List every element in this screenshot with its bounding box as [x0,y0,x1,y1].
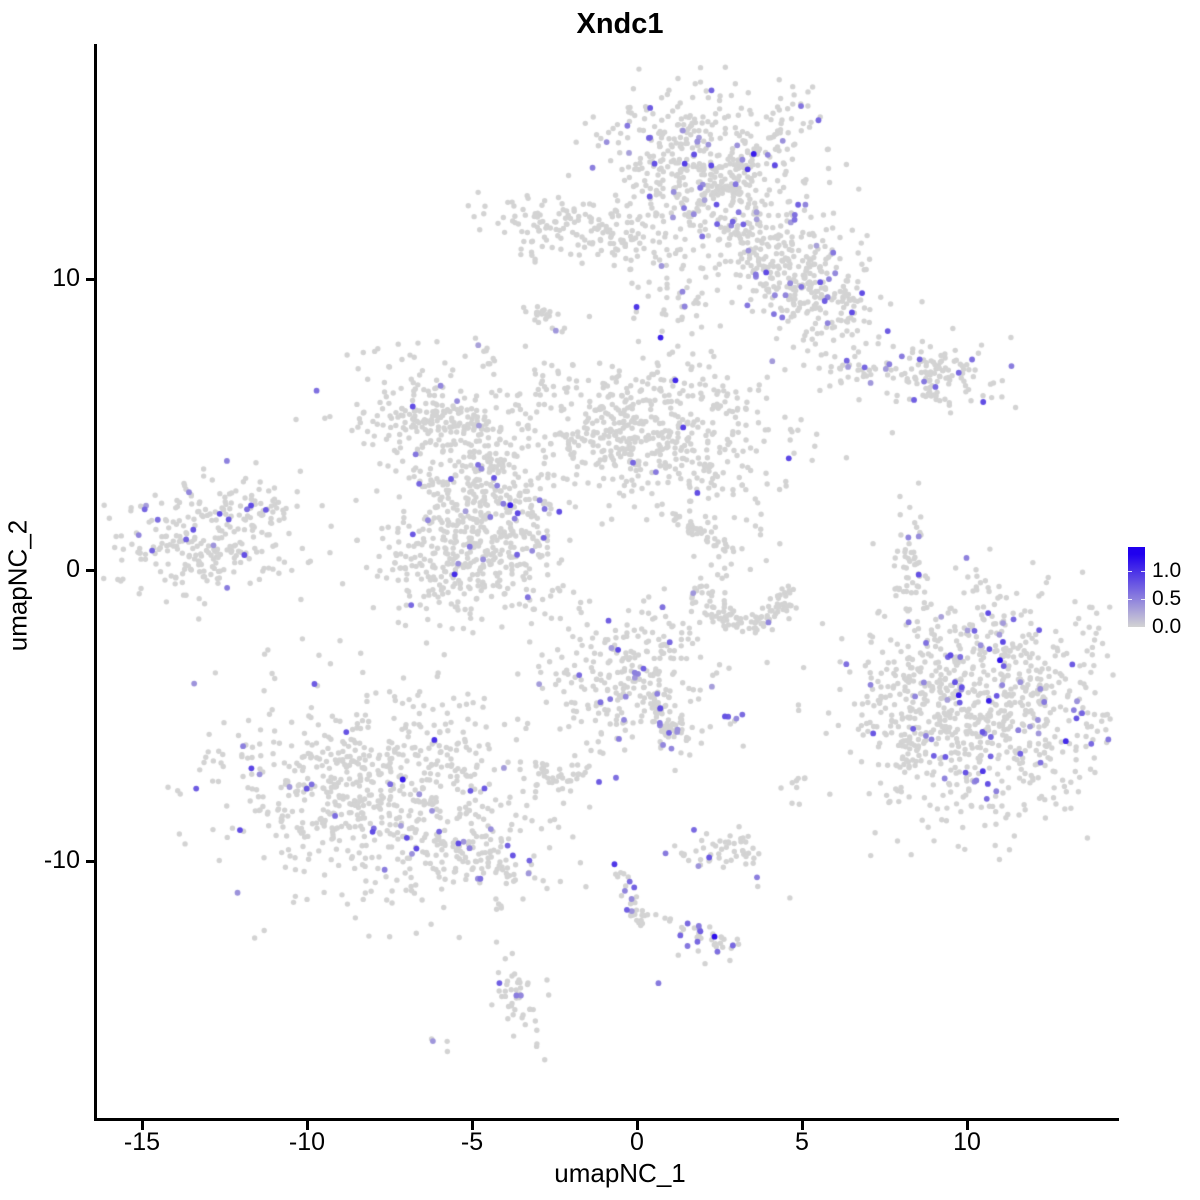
x-tick-label: -10 [288,1128,326,1156]
legend-tick-label: 0.0 [1152,615,1182,638]
x-tick-mark [636,1121,639,1130]
x-tick-label: 0 [630,1128,644,1156]
x-axis-title: umapNC_1 [554,1158,686,1188]
x-tick-label: -5 [460,1128,484,1156]
x-tick-mark [471,1121,474,1130]
y-axis-title: umapNC_2 [2,519,33,652]
y-tick-label: -10 [43,846,80,874]
y-tick-mark [86,569,95,572]
y-tick-mark [86,860,95,863]
y-tick-mark [86,278,95,281]
x-tick-mark [801,1121,804,1130]
y-tick-label: 0 [66,555,80,583]
x-tick-mark [141,1121,144,1130]
legend-tick-mark [1128,571,1132,572]
legend-tick-mark [1128,627,1132,628]
legend-tick-mark [1141,571,1145,572]
legend-tick-mark [1128,599,1132,600]
x-tick-label: 5 [795,1128,809,1156]
expression-legend: 1.0 0.5 0.0 [1122,540,1200,640]
x-tick-label: 10 [953,1128,981,1156]
y-tick-label: 10 [52,264,80,292]
legend-tick-label: 1.0 [1152,559,1182,582]
legend-tick-label: 0.5 [1152,587,1182,610]
x-tick-label: -15 [123,1128,161,1156]
legend-tick-mark [1141,627,1145,628]
legend-gradient-bar [1128,547,1145,627]
legend-tick-mark [1141,599,1145,600]
x-tick-mark [306,1121,309,1130]
axis-lines [94,44,1119,1121]
x-tick-mark [966,1121,969,1130]
